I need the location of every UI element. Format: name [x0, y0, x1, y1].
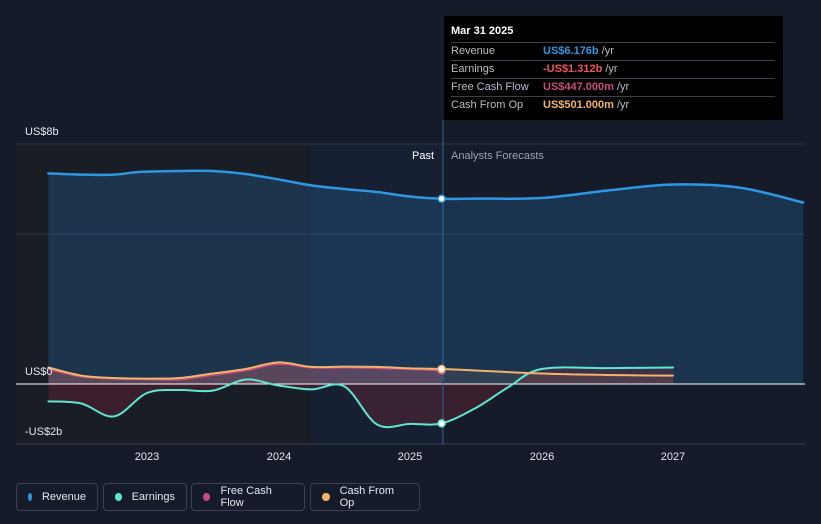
free-cash-flow-area: [48, 363, 442, 384]
tooltip-row-unit: /yr: [616, 99, 630, 111]
revenue-marker: [437, 194, 446, 203]
forecast-label: Analysts Forecasts: [451, 150, 544, 162]
x-tick-label: 2023: [134, 451, 160, 463]
y-tick-label-bottom: -US$2b: [25, 426, 63, 438]
legend-dot-icon: [203, 493, 211, 501]
tooltip-row-cash-from-op: Cash From Op US$501.000m /yr: [451, 96, 775, 114]
x-tick-label: 2027: [660, 451, 686, 463]
cash-from-op-marker: [437, 364, 446, 374]
earnings-line: [47, 366, 674, 429]
tooltip-row-name: Revenue: [451, 45, 496, 57]
tooltip-row-value: US$6.176b: [543, 45, 599, 57]
tooltip-row-value: US$501.000m: [543, 99, 614, 111]
tooltip-date: Mar 31 2025: [451, 25, 514, 37]
legend-dot-icon: [115, 493, 122, 501]
past-label: Past: [412, 150, 435, 162]
tooltip-row-unit: /yr: [616, 81, 630, 93]
tooltip-row-name: Free Cash Flow: [451, 81, 529, 93]
legend-item-free-cash-flow[interactable]: Free Cash Flow: [191, 483, 305, 511]
legend-label: Cash From Op: [339, 485, 394, 509]
tooltip-row-free-cash-flow: Free Cash Flow US$447.000m /yr: [451, 78, 775, 96]
x-tick-label: 2024: [266, 451, 292, 463]
legend-label: Free Cash Flow: [220, 485, 272, 509]
tooltip-row-name: Earnings: [451, 63, 495, 75]
legend-item-revenue[interactable]: Revenue: [16, 483, 98, 511]
cash-from-op-line: [47, 361, 674, 380]
legend-label: Revenue: [41, 491, 86, 503]
revenue-area: [48, 170, 804, 384]
tooltip-row-revenue: Revenue US$6.176b /yr: [451, 42, 775, 60]
tooltip-row-earnings: Earnings -US$1.312b /yr: [451, 60, 775, 78]
x-tick-label: 2025: [397, 451, 423, 463]
tooltip-row-value: -US$1.312b: [543, 63, 603, 75]
past-shade-early: [16, 144, 311, 444]
legend-dot-icon: [322, 493, 330, 501]
y-tick-label-zero: US$0: [25, 366, 53, 378]
revenue-line: [47, 169, 805, 204]
earnings-marker: [437, 419, 446, 428]
tooltip: Mar 31 2025 Revenue US$6.176b /yr Earnin…: [444, 16, 783, 120]
tooltip-row-name: Cash From Op: [451, 99, 524, 111]
legend-item-earnings[interactable]: Earnings: [103, 483, 187, 511]
x-tick-label: 2026: [529, 451, 555, 463]
cash-from-op-area: [48, 362, 673, 384]
past-shade-recent: [311, 144, 443, 444]
legend-item-cash-from-op[interactable]: Cash From Op: [310, 483, 420, 511]
tooltip-row-unit: /yr: [605, 63, 618, 75]
legend-dot-icon: [28, 493, 32, 501]
legend-label: Earnings: [131, 491, 175, 503]
tooltip-row-value: US$447.000m: [543, 81, 614, 93]
tooltip-row-unit: /yr: [601, 45, 614, 57]
y-tick-label-top: US$8b: [25, 126, 59, 138]
